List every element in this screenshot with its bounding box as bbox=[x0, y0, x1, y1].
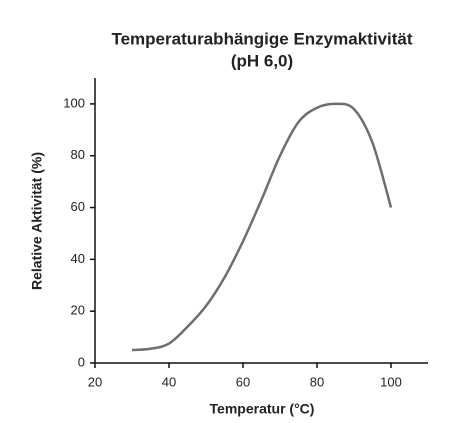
y-tick-label: 60 bbox=[71, 199, 85, 214]
y-tick-label: 100 bbox=[63, 95, 85, 110]
x-axis-label: Temperatur (°C) bbox=[210, 401, 315, 417]
x-tick-label: 100 bbox=[380, 374, 402, 389]
y-axis-label: Relative Aktivität (%) bbox=[29, 152, 45, 290]
x-tick-label: 20 bbox=[88, 374, 102, 389]
y-tick-label: 0 bbox=[78, 354, 85, 369]
chart-subtitle: (pH 6,0) bbox=[231, 51, 293, 70]
x-tick-label: 60 bbox=[236, 374, 250, 389]
chart-title: Temperaturabhängige Enzymaktivität bbox=[111, 29, 412, 48]
y-tick-label: 40 bbox=[71, 251, 85, 266]
line-series bbox=[131, 102, 393, 352]
x-tick-label: 40 bbox=[162, 374, 176, 389]
y-tick-label: 20 bbox=[71, 303, 85, 318]
x-tick-label: 80 bbox=[310, 374, 324, 389]
y-tick-label: 80 bbox=[71, 147, 85, 162]
